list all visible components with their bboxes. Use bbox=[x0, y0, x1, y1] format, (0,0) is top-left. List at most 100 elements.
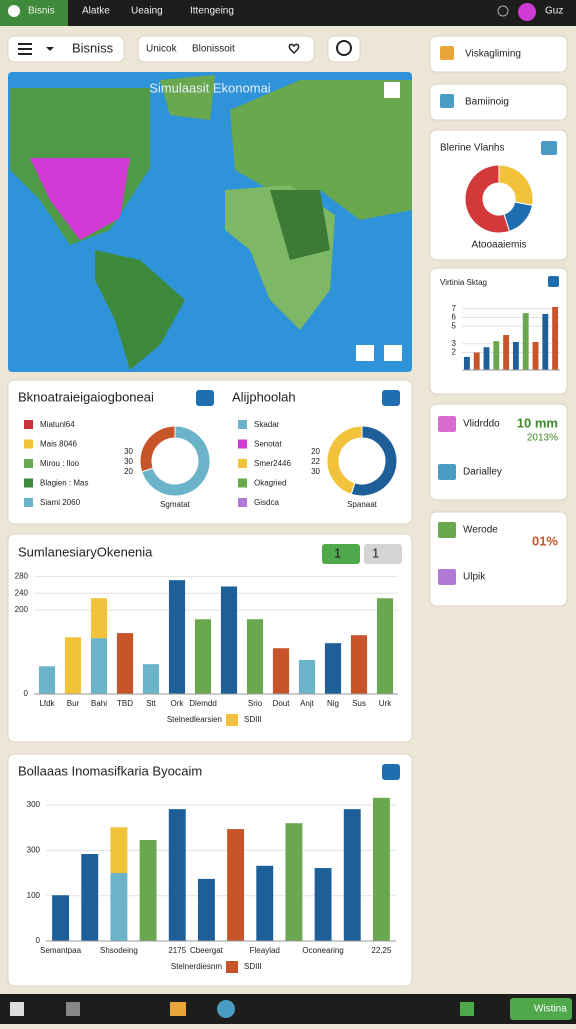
x-tick-label: Srio bbox=[248, 699, 263, 708]
bar bbox=[194, 619, 212, 694]
y-tick-label: 6 bbox=[452, 313, 457, 322]
user-name[interactable]: Guz bbox=[545, 6, 563, 17]
stat-card bbox=[429, 511, 568, 607]
legend-label: Mirou : lloo bbox=[40, 459, 80, 468]
legend-label: SDIII bbox=[244, 715, 262, 724]
bar bbox=[298, 659, 316, 694]
bar bbox=[256, 865, 274, 941]
stat-sub: 2013% bbox=[527, 433, 558, 444]
bar bbox=[246, 619, 264, 694]
bar bbox=[463, 356, 470, 370]
dropdown-label[interactable]: 1 bbox=[372, 545, 379, 560]
expand-button[interactable] bbox=[382, 390, 400, 406]
dropdown[interactable] bbox=[429, 35, 568, 73]
menu-icon bbox=[18, 43, 32, 55]
y-tick-label: 0 bbox=[24, 689, 29, 698]
icon[interactable] bbox=[548, 276, 559, 287]
x-tick-label: Bur bbox=[67, 699, 80, 708]
expand-button[interactable] bbox=[382, 764, 400, 780]
icon bbox=[438, 522, 456, 538]
legend-label: Smer2446 bbox=[254, 459, 291, 468]
bar bbox=[532, 342, 539, 370]
side-label: 20 bbox=[124, 467, 133, 476]
legend-label: Senotat bbox=[254, 440, 282, 449]
zoom-button[interactable] bbox=[356, 345, 374, 361]
bar bbox=[350, 635, 368, 694]
bar bbox=[542, 314, 549, 370]
legend-label: Siami 2060 bbox=[40, 498, 81, 507]
icon bbox=[438, 416, 456, 432]
x-tick-label: Anjt bbox=[300, 699, 315, 708]
side-label: 20 bbox=[311, 447, 320, 456]
dropdown[interactable] bbox=[322, 544, 360, 564]
bar bbox=[197, 878, 215, 941]
legend-label: Okagried bbox=[254, 479, 286, 488]
bar bbox=[64, 637, 82, 694]
x-tick-label: Bahi bbox=[91, 699, 107, 708]
taskbar-icon[interactable] bbox=[460, 1002, 474, 1016]
donut-panel bbox=[7, 379, 413, 525]
zoom-button[interactable] bbox=[384, 82, 400, 98]
taskbar-label[interactable]: Wistina bbox=[534, 1004, 567, 1015]
taskbar-icon[interactable] bbox=[170, 1002, 186, 1016]
menu-label[interactable]: Bisniss bbox=[72, 40, 114, 55]
bar bbox=[493, 341, 500, 370]
tab[interactable]: Ittengeing bbox=[190, 6, 234, 17]
x-tick-label: Oconearing bbox=[302, 946, 343, 955]
legend-swatch bbox=[238, 498, 247, 507]
taskbar-button[interactable] bbox=[510, 998, 572, 1020]
search-text[interactable]: Unicok bbox=[146, 44, 178, 55]
top-bar bbox=[0, 0, 576, 26]
status-icon[interactable] bbox=[497, 5, 509, 17]
legend-swatch bbox=[238, 478, 247, 488]
stat-card bbox=[429, 403, 568, 501]
x-axis-label: Stelnerdiesnm bbox=[171, 962, 222, 971]
dropdown-label[interactable]: Bamiinoig bbox=[465, 97, 509, 108]
tab[interactable]: Bisnis bbox=[28, 6, 55, 17]
taskbar-icon[interactable] bbox=[66, 1002, 80, 1016]
x-tick-label: 2175 bbox=[168, 946, 186, 955]
zoom-button[interactable] bbox=[384, 345, 402, 361]
taskbar-icon[interactable] bbox=[10, 1002, 24, 1016]
y-tick-label: 100 bbox=[27, 891, 41, 900]
dropdown[interactable] bbox=[429, 83, 568, 121]
icon-button[interactable] bbox=[327, 35, 361, 63]
stat-label: Vlidrddo bbox=[463, 419, 500, 430]
search-text[interactable]: Blonissoit bbox=[192, 44, 235, 55]
bar bbox=[139, 839, 157, 941]
y-tick-label: 300 bbox=[27, 800, 41, 809]
bar bbox=[372, 797, 390, 941]
x-tick-label: Cbeergat bbox=[190, 946, 224, 955]
x-tick-label: Ork bbox=[171, 699, 185, 708]
bar bbox=[483, 347, 490, 370]
slice bbox=[350, 425, 398, 497]
side-label: 30 bbox=[311, 467, 320, 476]
slice bbox=[464, 164, 511, 234]
continents bbox=[10, 75, 412, 370]
dropdown[interactable] bbox=[364, 544, 402, 564]
bar bbox=[522, 313, 529, 370]
legend-swatch bbox=[24, 459, 33, 468]
avatar[interactable] bbox=[518, 3, 536, 21]
y-tick-label: 7 bbox=[452, 304, 457, 313]
taskbar bbox=[0, 994, 576, 1024]
map-title: Simulaasit Ekonomai bbox=[149, 80, 270, 95]
tab[interactable]: Ueaing bbox=[131, 6, 163, 17]
panel-title: Alijphoolah bbox=[232, 389, 296, 404]
icon[interactable] bbox=[541, 141, 557, 155]
taskbar-icon[interactable] bbox=[217, 1000, 235, 1018]
heart-icon[interactable] bbox=[288, 43, 300, 55]
dropdown-label[interactable]: 1 bbox=[334, 545, 341, 560]
legend-label: Gisdca bbox=[254, 498, 279, 507]
tab[interactable]: Alatke bbox=[82, 6, 110, 17]
legend-swatch bbox=[226, 961, 238, 973]
legend-swatch bbox=[238, 439, 247, 449]
bar bbox=[90, 598, 108, 639]
side-label: 30 bbox=[124, 447, 133, 456]
expand-button[interactable] bbox=[196, 390, 214, 406]
dropdown-label[interactable]: Viskagliming bbox=[465, 49, 521, 60]
menu-button[interactable] bbox=[7, 35, 125, 63]
search-box[interactable] bbox=[137, 35, 315, 63]
x-tick-label: Urk bbox=[379, 699, 392, 708]
